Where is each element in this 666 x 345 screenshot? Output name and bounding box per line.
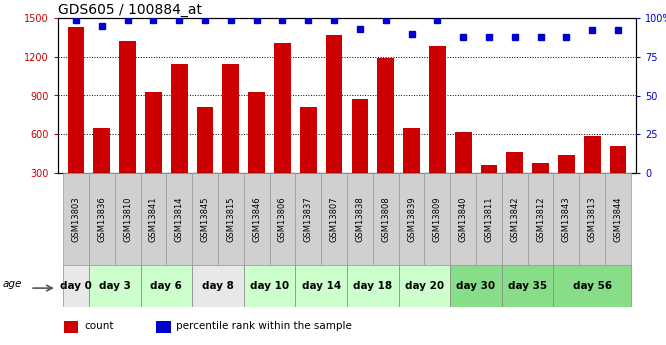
Bar (579, 173, 605, 265)
Bar (171, 65, 188, 212)
Bar (115, 173, 141, 265)
Bar (141, 265, 192, 307)
Text: percentile rank within the sample: percentile rank within the sample (176, 321, 352, 331)
Bar (93, 128, 111, 212)
Text: count: count (84, 321, 113, 331)
Bar (192, 265, 244, 307)
Bar (532, 162, 549, 212)
Bar (605, 173, 631, 265)
Text: GSM13837: GSM13837 (304, 196, 313, 242)
Bar (450, 173, 476, 265)
Bar (378, 58, 394, 212)
Text: day 18: day 18 (353, 281, 392, 291)
Text: GSM13840: GSM13840 (459, 196, 468, 242)
Text: day 8: day 8 (202, 281, 234, 291)
Bar (553, 265, 631, 307)
Bar (352, 99, 368, 212)
Bar (347, 265, 399, 307)
Bar (373, 173, 399, 265)
Bar (501, 265, 553, 307)
Text: GSM13803: GSM13803 (71, 196, 81, 242)
Text: GSM13806: GSM13806 (278, 196, 287, 242)
Text: GSM13841: GSM13841 (149, 196, 158, 242)
Bar (157, 321, 170, 333)
Bar (244, 265, 296, 307)
Text: GSM13836: GSM13836 (97, 196, 107, 242)
Text: GSM13839: GSM13839 (407, 196, 416, 242)
Text: day 3: day 3 (99, 281, 131, 291)
Bar (296, 173, 321, 265)
Text: GSM13808: GSM13808 (381, 196, 390, 242)
Text: GSM13845: GSM13845 (200, 196, 210, 242)
Bar (68, 27, 85, 212)
Text: GSM13843: GSM13843 (562, 196, 571, 242)
Bar (119, 41, 136, 212)
Bar (64, 321, 78, 333)
Bar (218, 173, 244, 265)
Text: GDS605 / 100884_at: GDS605 / 100884_at (58, 3, 202, 17)
Bar (399, 265, 450, 307)
Bar (583, 136, 601, 212)
Text: GSM13844: GSM13844 (613, 196, 623, 242)
Bar (166, 173, 192, 265)
Bar (506, 152, 523, 212)
Text: GSM13838: GSM13838 (356, 196, 364, 242)
Bar (326, 35, 342, 212)
Bar (192, 173, 218, 265)
Text: age: age (3, 279, 22, 289)
Text: GSM13814: GSM13814 (174, 196, 184, 242)
Text: day 56: day 56 (573, 281, 611, 291)
Bar (296, 265, 347, 307)
Text: day 6: day 6 (151, 281, 182, 291)
Text: day 35: day 35 (508, 281, 547, 291)
Bar (476, 173, 501, 265)
Bar (63, 173, 89, 265)
Bar (553, 173, 579, 265)
Text: GSM13846: GSM13846 (252, 196, 261, 242)
Bar (63, 265, 89, 307)
Bar (196, 107, 214, 212)
Bar (300, 107, 316, 212)
Text: GSM13815: GSM13815 (226, 196, 235, 242)
Bar (321, 173, 347, 265)
Bar (248, 92, 265, 212)
Bar (450, 265, 501, 307)
Bar (481, 165, 498, 212)
Bar (609, 146, 626, 212)
Text: GSM13810: GSM13810 (123, 196, 132, 242)
Text: day 20: day 20 (405, 281, 444, 291)
Text: day 14: day 14 (302, 281, 341, 291)
Bar (347, 173, 373, 265)
Bar (455, 132, 472, 212)
Bar (429, 47, 446, 212)
Text: GSM13812: GSM13812 (536, 196, 545, 242)
Bar (403, 128, 420, 212)
Text: GSM13813: GSM13813 (587, 196, 597, 242)
Bar (558, 155, 575, 212)
Bar (222, 65, 239, 212)
Bar (89, 265, 141, 307)
Text: GSM13842: GSM13842 (510, 196, 519, 242)
Bar (141, 173, 166, 265)
Text: day 10: day 10 (250, 281, 289, 291)
Bar (244, 173, 270, 265)
Text: day 0: day 0 (60, 281, 92, 291)
Bar (274, 42, 291, 212)
Bar (145, 92, 162, 212)
Text: GSM13811: GSM13811 (484, 196, 494, 242)
Text: day 30: day 30 (456, 281, 496, 291)
Bar (270, 173, 296, 265)
Bar (399, 173, 424, 265)
Text: GSM13809: GSM13809 (433, 196, 442, 242)
Text: GSM13807: GSM13807 (330, 196, 338, 242)
Bar (89, 173, 115, 265)
Bar (527, 173, 553, 265)
Bar (501, 173, 527, 265)
Bar (424, 173, 450, 265)
